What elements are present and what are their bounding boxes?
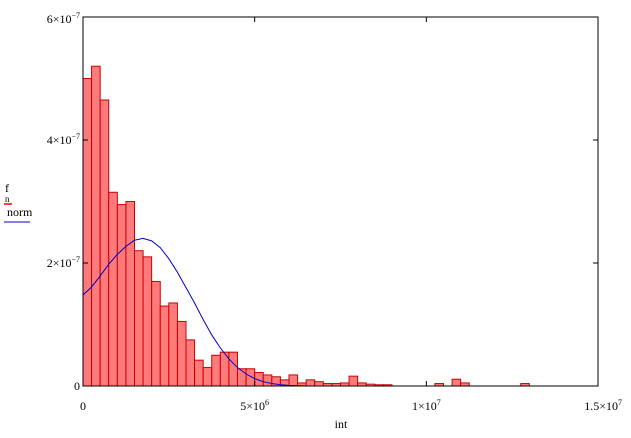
histogram-bar: [91, 65, 101, 387]
x-axis-label: int: [335, 417, 348, 431]
y-tick-label: 6×10−7: [47, 11, 80, 26]
histogram-bar: [176, 320, 187, 387]
histogram-bar: [211, 354, 221, 387]
histogram-bar: [288, 374, 299, 387]
histogram-bar: [159, 305, 170, 387]
histogram-bars: [82, 65, 530, 387]
histogram-bar: [82, 78, 93, 387]
plot-border: [82, 16, 599, 387]
histogram-bar: [228, 351, 238, 387]
histogram-bar: [99, 99, 110, 387]
legend: f n norm: [4, 181, 33, 223]
histogram-bar: [202, 367, 213, 387]
histogram-bar: [348, 375, 359, 387]
x-tick-label: 1.5×107: [584, 398, 622, 413]
histogram-bar: [314, 381, 324, 387]
axis-ticks: [83, 16, 598, 386]
legend-norm-label: norm: [7, 205, 33, 219]
plot-frame: [82, 16, 599, 387]
histogram-bar: [262, 374, 273, 387]
histogram-bar: [134, 250, 144, 387]
x-tick-label: 5×106: [240, 398, 269, 413]
histogram-bar: [451, 378, 462, 387]
histogram-bar: [168, 302, 178, 387]
histogram-bar: [305, 379, 316, 387]
y-tick-label: 4×10−7: [47, 132, 80, 147]
histogram-bar: [151, 280, 161, 387]
x-tick-label: 1×107: [412, 398, 441, 413]
histogram-bar: [194, 359, 204, 387]
histogram-bar: [185, 339, 196, 387]
histogram-bar: [116, 204, 127, 387]
legend-f-label: f: [5, 181, 9, 195]
histogram-bar: [142, 256, 153, 387]
legend-f-subscript: n: [5, 194, 10, 204]
y-tick-label: 0: [74, 379, 80, 393]
y-tick-label: 2×10−7: [47, 255, 80, 270]
histogram-bar: [108, 191, 118, 387]
x-tick-label: 0: [80, 399, 86, 413]
histogram-bar: [125, 201, 135, 387]
tick-labels: 0 2×10−7 4×10−7 6×10−7 0 5×106 1×107 1.5×107: [47, 11, 622, 413]
